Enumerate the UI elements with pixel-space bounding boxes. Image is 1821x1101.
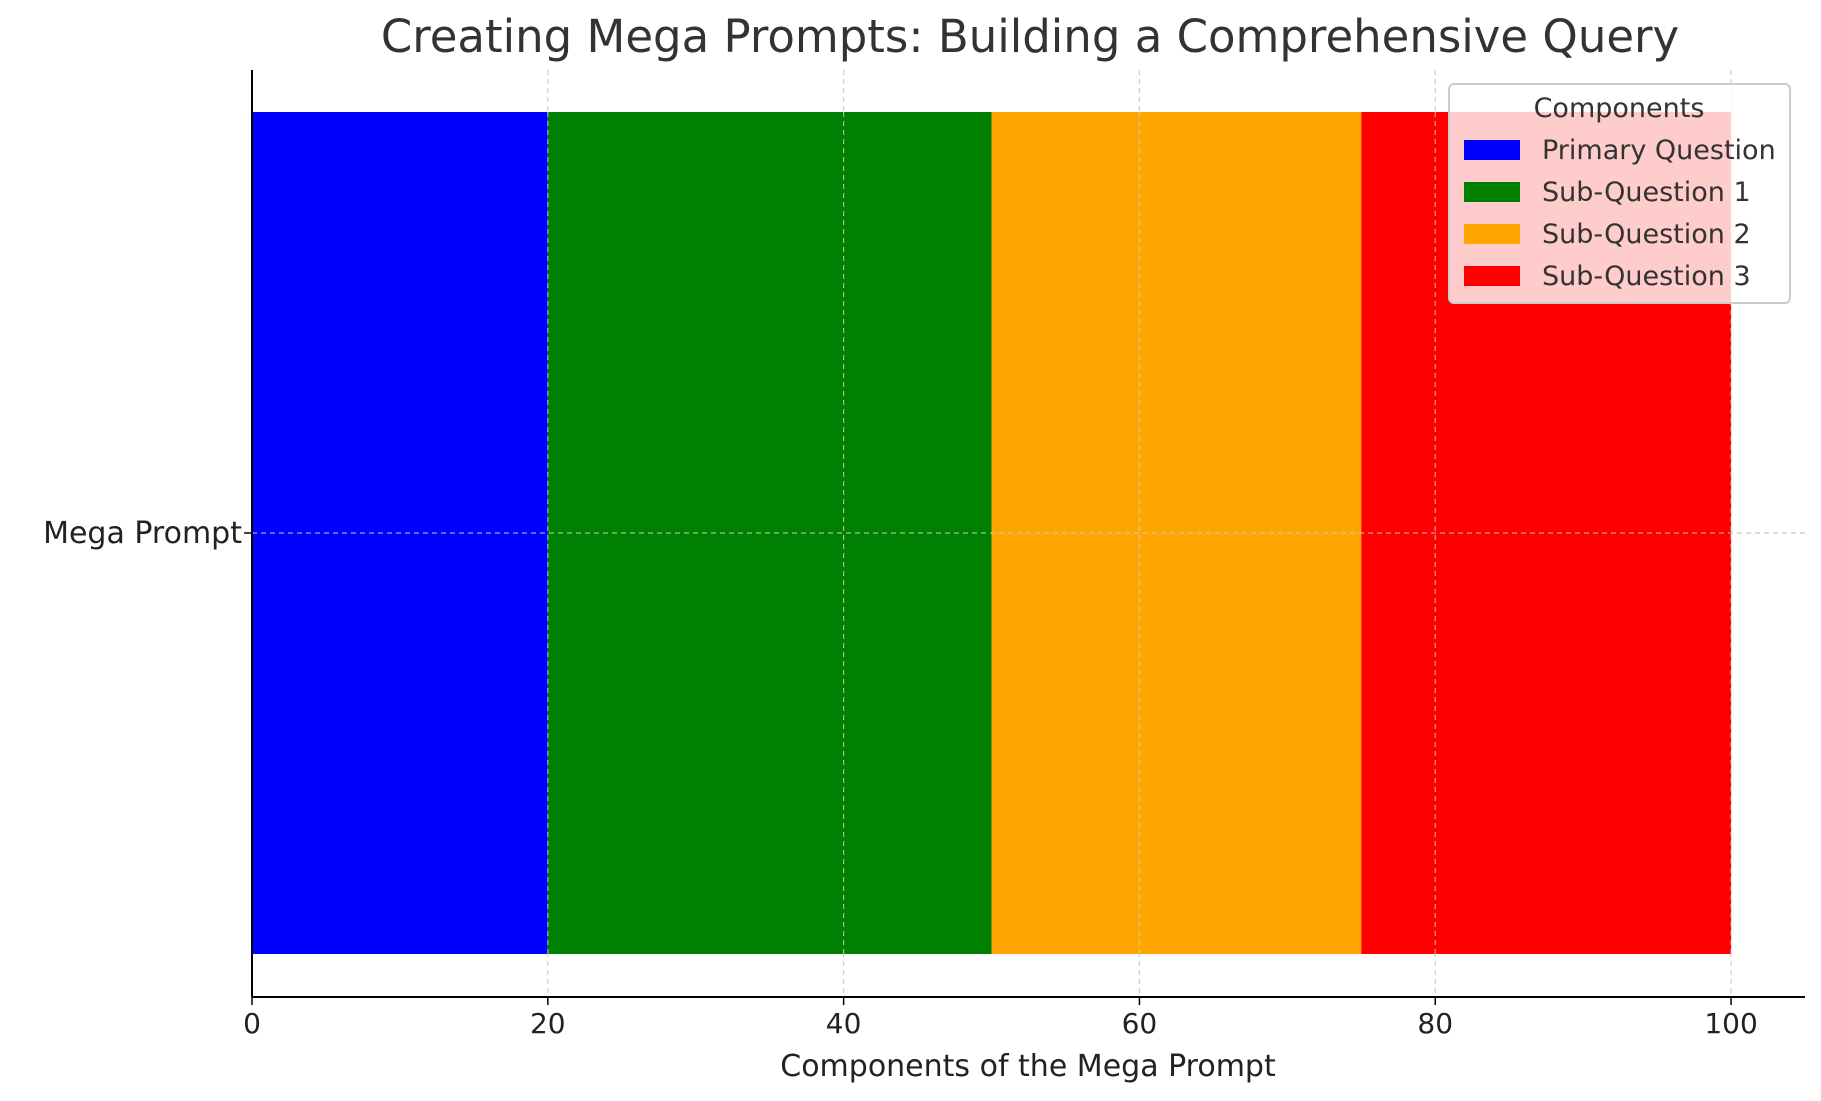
x-axis-label: Components of the Mega Prompt [780, 1049, 1276, 1084]
legend-swatch [1464, 140, 1520, 160]
legend-label: Sub-Question 1 [1542, 177, 1751, 208]
chart-title: Creating Mega Prompts: Building a Compre… [381, 10, 1679, 63]
x-tick-label: 0 [243, 1007, 261, 1040]
legend-box [1448, 83, 1791, 304]
x-tick-label: 60 [1122, 1007, 1158, 1040]
legend: Components Primary Question Sub-Question … [1448, 83, 1791, 304]
legend-label: Sub-Question 3 [1542, 261, 1751, 292]
legend-swatch [1464, 182, 1520, 202]
legend-swatch [1464, 266, 1520, 286]
legend-label: Primary Question [1542, 135, 1776, 166]
legend-title: Components [1534, 93, 1705, 124]
x-tick-label: 100 [1704, 1007, 1757, 1040]
x-tick-label: 20 [530, 1007, 566, 1040]
legend-swatch [1464, 224, 1520, 244]
ticks: 0 20 40 60 80 100 Mega Prompt [43, 516, 1758, 1040]
y-tick-label: Mega Prompt [43, 516, 242, 551]
legend-label: Sub-Question 2 [1542, 219, 1751, 250]
x-tick-label: 80 [1417, 1007, 1453, 1040]
x-tick-label: 40 [826, 1007, 862, 1040]
